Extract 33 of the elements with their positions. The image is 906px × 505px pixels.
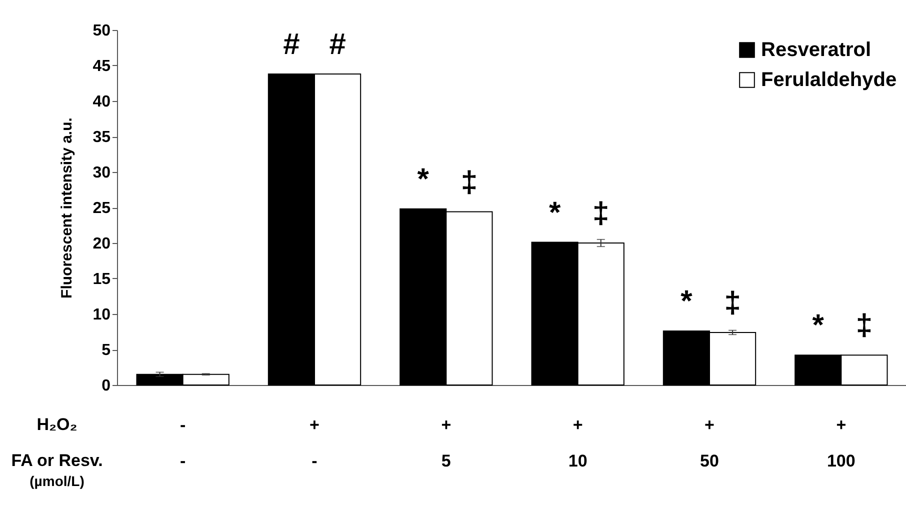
y-tick-label: 45 <box>92 58 111 75</box>
annotation: ‡ <box>724 286 741 320</box>
annotation: * <box>680 285 693 318</box>
y-tick-label: 35 <box>92 129 111 146</box>
legend-label: Ferulaldehyde <box>761 69 897 91</box>
y-tick-label: 50 <box>92 22 111 40</box>
x-tick-label: + 50 <box>700 416 719 470</box>
x-tick-label: + - <box>310 416 320 470</box>
y-tick-label: 10 <box>92 306 111 324</box>
annotation: ‡ <box>460 166 478 199</box>
x-tick-label: + 5 <box>441 416 452 470</box>
annotation: # <box>329 28 346 62</box>
annotation: * <box>812 309 824 342</box>
y-tick-label: 15 <box>92 271 111 288</box>
x-tick-label: - - <box>180 416 186 470</box>
annotation: * <box>417 162 430 196</box>
annotation: # <box>283 28 300 62</box>
text: (µmol/L) <box>30 473 84 489</box>
text: FA or Resv. <box>11 451 103 470</box>
x-tick-label: + 10 <box>568 416 588 470</box>
y-tick-label: 5 <box>102 342 111 359</box>
legend-label: Resveratrol <box>761 39 872 61</box>
y-axis-title: Fluorescent intensity a.u. <box>58 118 76 298</box>
x-tick-label: + 100 <box>826 416 856 470</box>
y-tick-label: 25 <box>92 200 111 217</box>
annotation: * <box>548 196 561 230</box>
annotation: ‡ <box>592 197 610 230</box>
y-tick-label: 0 <box>102 378 111 394</box>
annotation: ‡ <box>856 309 873 342</box>
y-tick-label: 20 <box>92 236 111 252</box>
text: H₂O₂ <box>36 415 78 434</box>
y-tick-label: 30 <box>92 164 111 182</box>
y-tick-label: 40 <box>92 94 111 110</box>
